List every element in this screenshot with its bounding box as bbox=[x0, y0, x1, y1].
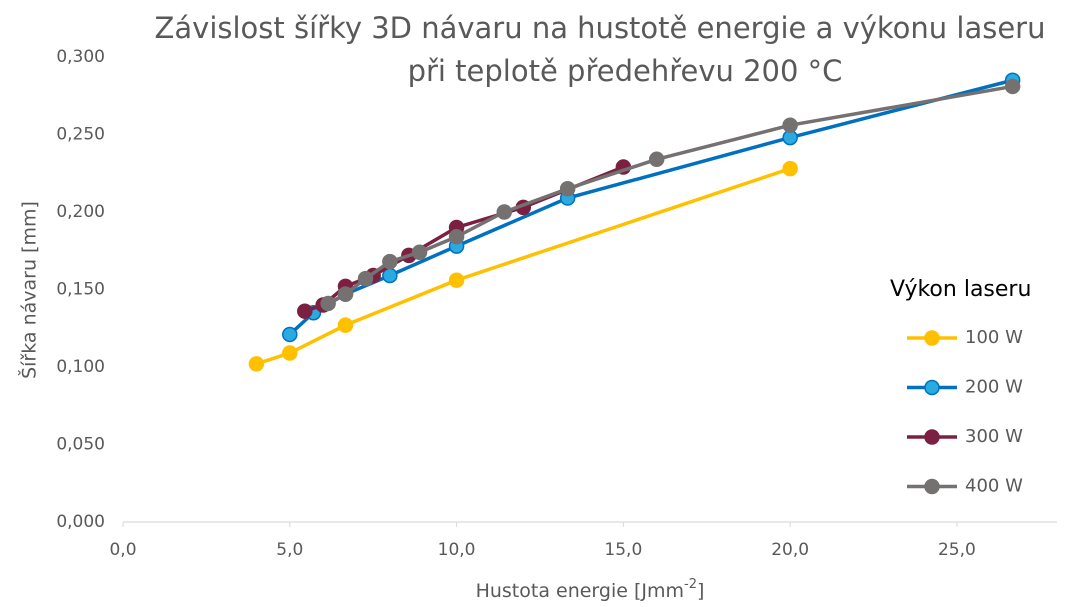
chart-title: při teplotě předehřevu 200 °C bbox=[408, 54, 843, 88]
legend-label: 300 W bbox=[965, 426, 1023, 447]
y-tick-label: 0,050 bbox=[56, 435, 105, 455]
data-point bbox=[496, 204, 513, 220]
y-tick-label: 0,100 bbox=[56, 357, 105, 377]
data-point bbox=[282, 326, 298, 343]
y-tick-label: 0,000 bbox=[56, 512, 105, 532]
data-point bbox=[297, 303, 313, 319]
legend-marker bbox=[924, 478, 940, 495]
y-tick-label: 0,200 bbox=[56, 202, 105, 222]
legend-label: 100 W bbox=[965, 327, 1023, 348]
legend-marker bbox=[924, 429, 940, 445]
x-axis-label-sup: -2 bbox=[684, 577, 697, 592]
series-line bbox=[255, 166, 791, 366]
series-line bbox=[327, 84, 1013, 305]
x-axis-label-text: Hustota energie [Jmm bbox=[476, 580, 684, 602]
data-point bbox=[337, 286, 354, 302]
y-tick-label: 0,300 bbox=[56, 47, 105, 67]
legend-title: Výkon laseru bbox=[890, 277, 1031, 302]
x-tick-label: 15,0 bbox=[604, 540, 642, 560]
y-axis-label: Šířka návaru [mm] bbox=[17, 201, 41, 379]
x-tick-label: 0,0 bbox=[109, 540, 136, 560]
legend-label: 200 W bbox=[965, 377, 1023, 398]
data-point bbox=[1004, 78, 1021, 95]
x-tick-label: 10,0 bbox=[438, 540, 476, 560]
x-tick-label: 5,0 bbox=[276, 540, 303, 560]
x-axis-label: Hustota energie [Jmm-2] bbox=[476, 577, 705, 602]
data-point bbox=[411, 244, 428, 261]
data-point bbox=[448, 229, 465, 245]
data-point bbox=[382, 253, 398, 270]
y-tick-label: 0,250 bbox=[56, 125, 105, 145]
data-point bbox=[357, 270, 374, 287]
data-point bbox=[248, 356, 265, 372]
data-point bbox=[282, 345, 298, 361]
data-point bbox=[320, 295, 336, 312]
x-tick-label: 20,0 bbox=[771, 540, 809, 560]
x-tick-label: 25,0 bbox=[938, 540, 976, 560]
x-axis-label-text: ] bbox=[697, 580, 704, 602]
data-point bbox=[559, 181, 576, 197]
chart-title: Závislost šířky 3D návaru na hustotě ene… bbox=[155, 11, 1046, 45]
data-point bbox=[648, 151, 665, 168]
legend-label: 400 W bbox=[965, 476, 1023, 497]
legend-marker bbox=[924, 379, 940, 396]
legend-marker bbox=[924, 330, 940, 346]
data-point bbox=[337, 317, 354, 333]
data-point bbox=[782, 160, 798, 177]
data-point bbox=[448, 272, 465, 288]
y-tick-label: 0,150 bbox=[56, 280, 105, 300]
data-point bbox=[782, 117, 798, 133]
